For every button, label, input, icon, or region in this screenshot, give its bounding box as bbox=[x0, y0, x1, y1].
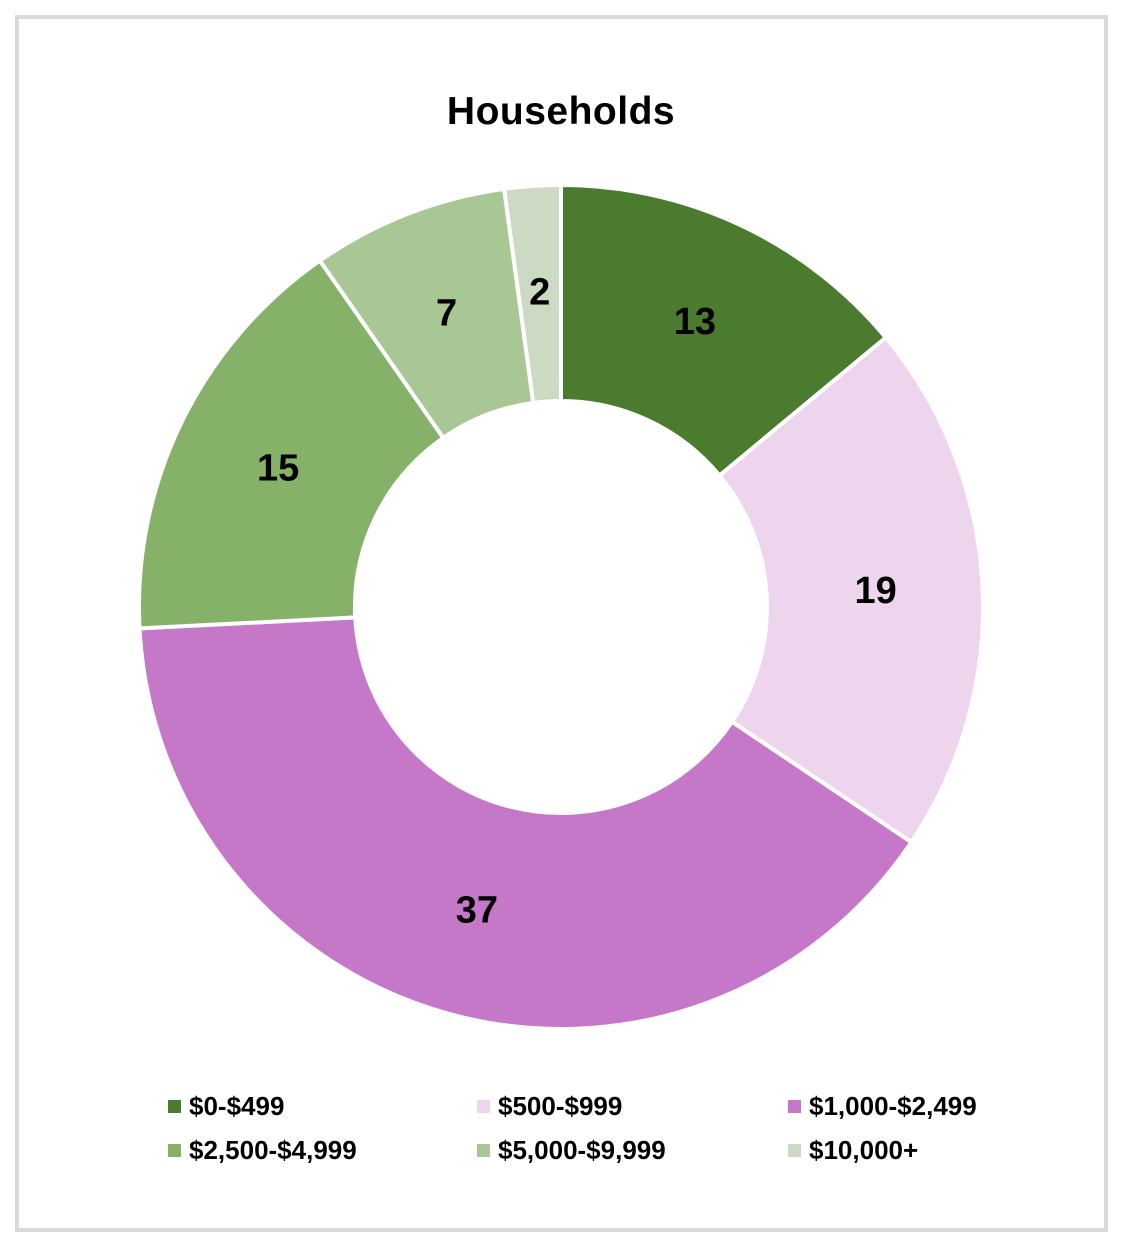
donut-slice-3 bbox=[137, 258, 446, 631]
donut-slice-1 bbox=[717, 335, 985, 845]
legend-item-4: $5,000-$9,999 bbox=[477, 1137, 666, 1164]
donut-slice-2 bbox=[137, 615, 914, 1031]
donut-slice-5 bbox=[502, 183, 563, 405]
slice-value-label-1: 19 bbox=[854, 570, 896, 612]
legend-label: $2,500-$4,999 bbox=[189, 1135, 357, 1165]
slice-value-label-2: 37 bbox=[456, 890, 498, 932]
legend-item-2: $1,000-$2,499 bbox=[788, 1093, 977, 1120]
legend-marker-icon bbox=[477, 1144, 490, 1157]
legend-item-0: $0-$499 bbox=[168, 1093, 284, 1120]
chart-title: Households bbox=[446, 90, 676, 133]
legend-label: $0-$499 bbox=[189, 1091, 285, 1121]
legend-item-3: $2,500-$4,999 bbox=[168, 1137, 357, 1164]
legend-item-1: $500-$999 bbox=[477, 1093, 622, 1120]
slice-value-label-0: 13 bbox=[674, 301, 716, 343]
legend-label: $10,000+ bbox=[809, 1135, 919, 1165]
legend-marker-icon bbox=[168, 1100, 181, 1113]
legend-item-5: $10,000+ bbox=[788, 1137, 918, 1164]
legend-marker-icon bbox=[168, 1144, 181, 1157]
slice-value-label-4: 7 bbox=[436, 293, 457, 335]
legend-marker-icon bbox=[788, 1144, 801, 1157]
legend-label: $5,000-$9,999 bbox=[498, 1135, 666, 1165]
slice-value-label-3: 15 bbox=[257, 447, 299, 489]
legend-label: $500-$999 bbox=[498, 1091, 623, 1121]
slice-value-label-5: 2 bbox=[529, 272, 550, 314]
legend-marker-icon bbox=[788, 1100, 801, 1113]
legend-marker-icon bbox=[477, 1100, 490, 1113]
legend-label: $1,000-$2,499 bbox=[809, 1091, 977, 1121]
